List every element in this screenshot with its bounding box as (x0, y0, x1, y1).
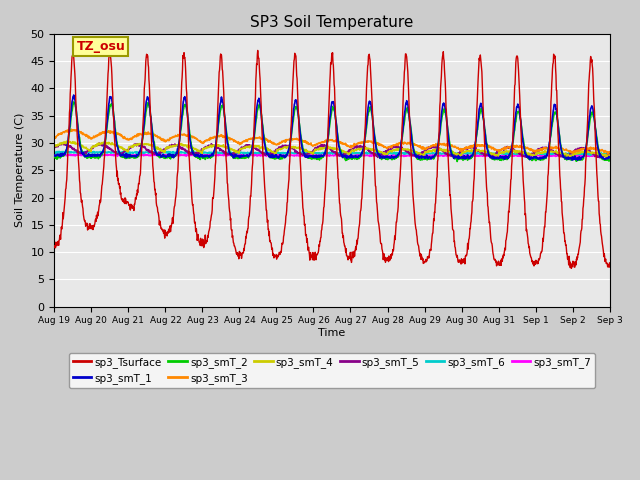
X-axis label: Time: Time (318, 328, 346, 338)
Text: TZ_osu: TZ_osu (77, 40, 125, 53)
Y-axis label: Soil Temperature (C): Soil Temperature (C) (15, 113, 25, 228)
Legend: sp3_Tsurface, sp3_smT_1, sp3_smT_2, sp3_smT_3, sp3_smT_4, sp3_smT_5, sp3_smT_6, : sp3_Tsurface, sp3_smT_1, sp3_smT_2, sp3_… (68, 353, 595, 388)
Title: SP3 Soil Temperature: SP3 Soil Temperature (250, 15, 413, 30)
